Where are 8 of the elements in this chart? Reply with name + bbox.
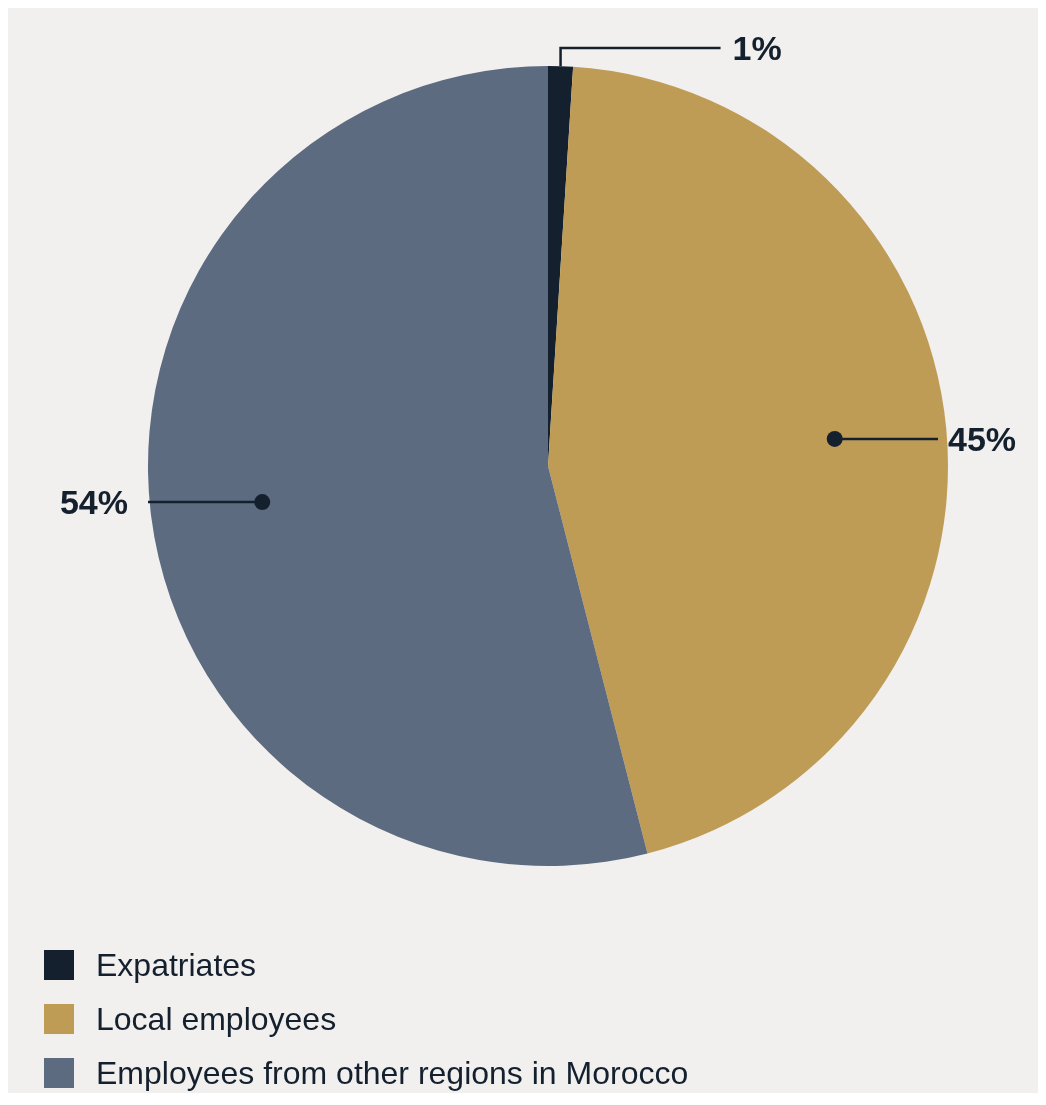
- data-label: 54%: [59, 483, 128, 521]
- legend-label: Expatriates: [96, 947, 257, 984]
- data-label: 45%: [948, 419, 1017, 458]
- legend-label: Local employees: [96, 1001, 337, 1038]
- legend-label: Employees from other regions in Morocco: [96, 1055, 689, 1092]
- pie-slice: [148, 66, 648, 866]
- data-label: 1%: [732, 28, 782, 67]
- pie-slice: [548, 66, 948, 854]
